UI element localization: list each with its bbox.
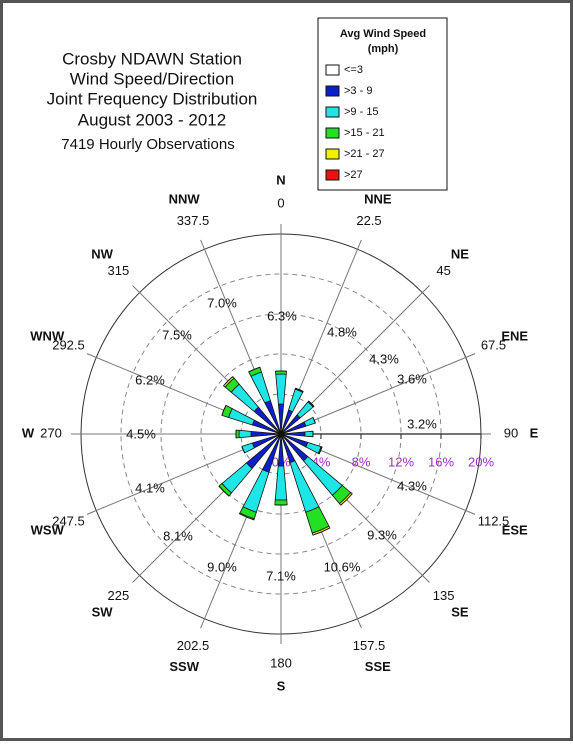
degree-label: 157.5 [353,638,386,653]
direction-label: WNW [30,329,65,344]
title-line: Wind Speed/Direction [70,69,234,88]
direction-label: ENE [501,329,528,344]
radial-tick-label: 8% [352,454,371,469]
subtitle: 7419 Hourly Observations [61,136,234,153]
radial-tick-label: 16% [428,454,454,469]
direction-label: E [530,425,539,440]
degree-label: 0 [277,195,284,210]
legend-title: (mph) [368,43,399,55]
petal-segment [305,431,313,437]
degree-label: 315 [108,263,130,278]
frequency-label: 7.1% [266,568,296,583]
frequency-label: 3.2% [407,416,437,431]
degree-label: 202.5 [177,638,210,653]
degree-label: 225 [108,588,130,603]
frequency-label: 4.8% [327,324,357,339]
legend-swatch [326,65,339,75]
legend-title: Avg Wind Speed [340,28,426,40]
direction-label: NNE [364,192,392,207]
direction-label: NW [91,247,113,262]
direction-label: SW [92,604,114,619]
title-line: August 2003 - 2012 [78,110,226,129]
frequency-label: 9.0% [207,559,237,574]
frequency-label: 7.5% [162,327,192,342]
title-line: Crosby NDAWN Station [62,49,242,68]
petal-segment [289,389,303,412]
petal-segment [275,500,287,505]
direction-label: N [276,172,285,187]
direction-label: ESE [502,522,528,537]
frequency-label: 4.3% [369,351,399,366]
legend-swatch [326,170,339,180]
legend-label: >9 - 15 [344,106,379,118]
petal-segment [229,409,255,425]
degree-label: 180 [270,655,292,670]
degree-label: 337.5 [177,213,210,228]
legend-swatch [326,86,339,96]
legend-label: >21 - 27 [344,148,385,160]
degree-label: 22.5 [356,213,381,228]
legend-label: >27 [344,169,363,181]
frequency-label: 9.3% [367,527,397,542]
petal-segment [276,374,286,404]
direction-label: NE [451,247,469,262]
frequency-label: 4.1% [135,480,165,495]
frequency-label: 6.3% [267,308,297,323]
frequency-label: 4.5% [126,426,156,441]
legend-label: >15 - 21 [344,127,385,139]
frequency-label: 3.6% [397,371,427,386]
legend-label: >3 - 9 [344,85,372,97]
direction-label: SSE [365,659,391,674]
legend-swatch [326,128,339,138]
petal-segment [275,466,287,500]
degree-label: 45 [436,263,450,278]
legend-swatch [326,107,339,117]
radial-tick-label: 20% [468,454,494,469]
direction-label: W [22,425,35,440]
degree-label: 90 [504,425,518,440]
direction-label: SE [451,604,469,619]
degree-label: 135 [433,588,455,603]
legend-label: <=3 [344,64,363,76]
frequency-label: 6.2% [135,372,165,387]
legend-swatch [326,149,339,159]
frequency-label: 7.0% [207,295,237,310]
frequency-label: 10.6% [324,559,361,574]
direction-label: S [277,678,286,693]
direction-label: WSW [31,522,65,537]
frequency-label: 8.1% [163,528,193,543]
radial-tick-label: 12% [388,454,414,469]
petal-segment [243,469,269,512]
direction-label: SSW [169,659,199,674]
direction-label: NNW [169,192,201,207]
petal-segment [251,372,270,403]
petal-segment [239,430,251,437]
frequency-label: 4.3% [397,478,427,493]
degree-label: 270 [40,425,62,440]
title-line: Joint Frequency Distribution [47,89,258,108]
